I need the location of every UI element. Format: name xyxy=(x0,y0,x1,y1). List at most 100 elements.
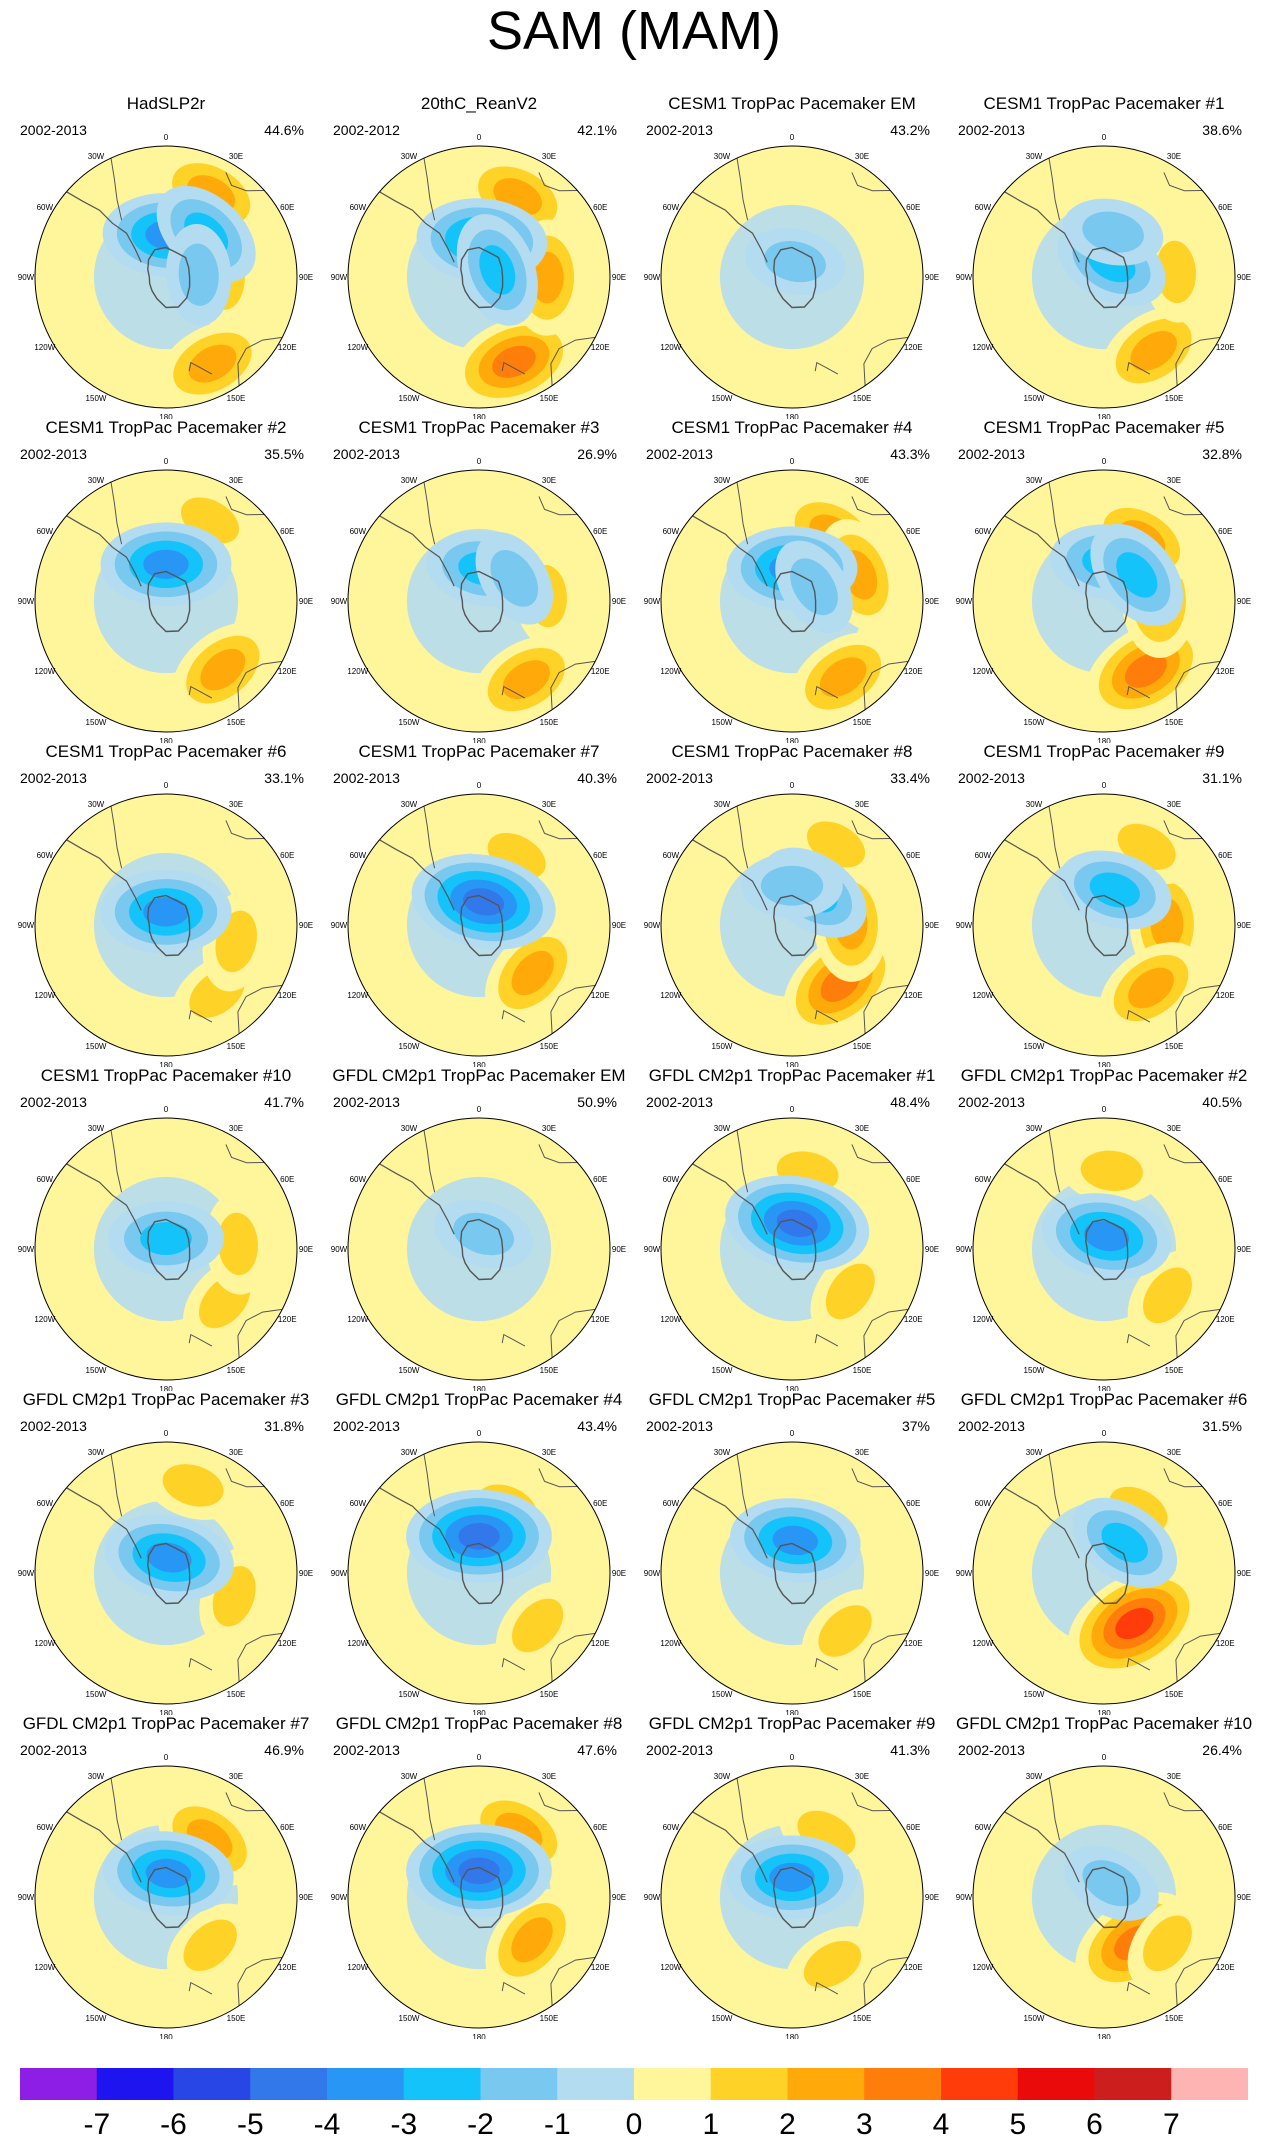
positive-anomaly-contour xyxy=(502,660,550,700)
longitude-label: 60W xyxy=(975,1823,992,1832)
longitude-label: 60W xyxy=(975,1175,992,1184)
longitude-label: 120E xyxy=(278,1315,297,1324)
longitude-label: 150E xyxy=(1165,1042,1184,1051)
longitude-label: 150E xyxy=(540,1690,559,1699)
longitude-label: 30W xyxy=(88,1448,105,1457)
new-zealand-coastline xyxy=(501,1657,526,1671)
new-zealand-coastline xyxy=(814,361,839,375)
longitude-label: 150E xyxy=(540,1366,559,1375)
longitude-label: 150E xyxy=(853,2014,872,2023)
panel-variance-percent: 43.3% xyxy=(890,446,930,462)
longitude-label: 60E xyxy=(1218,527,1232,536)
longitude-label: 60E xyxy=(280,527,294,536)
longitude-label: 60W xyxy=(37,1499,54,1508)
panel-title: GFDL CM2p1 TropPac Pacemaker #3 xyxy=(22,1390,310,1409)
longitude-label: 30E xyxy=(229,152,243,161)
colorbar-tick-label: 2 xyxy=(779,2108,796,2138)
australia-coastline xyxy=(1175,1308,1221,1358)
longitude-label: 30W xyxy=(88,1772,105,1781)
antarctica-coastline xyxy=(1085,1866,1129,1929)
map-panel: GFDL CM2p1 TropPac Pacemaker #10 2002-201… xyxy=(946,1714,1262,2039)
colorbar-swatch xyxy=(557,2068,635,2100)
longitude-label: 0 xyxy=(1102,457,1107,466)
longitude-label: 30E xyxy=(542,1448,556,1457)
africa-coastline xyxy=(851,820,891,840)
panel-variance-percent: 48.4% xyxy=(890,1094,930,1110)
colorbar-tick-label: 7 xyxy=(1163,2108,1180,2138)
antarctica-coastline xyxy=(773,894,817,957)
longitude-label: 60E xyxy=(1218,851,1232,860)
longitude-label: 120E xyxy=(1216,1639,1235,1648)
longitude-label: 0 xyxy=(477,457,482,466)
colorbar-tick-label: 6 xyxy=(1086,2108,1103,2138)
longitude-label: 90E xyxy=(612,921,626,930)
longitude-label: 30E xyxy=(1167,476,1181,485)
longitude-label: 150W xyxy=(86,1366,107,1375)
longitude-label: 120E xyxy=(278,991,297,1000)
longitude-label: 120E xyxy=(278,1963,297,1972)
map-panel: GFDL CM2p1 TropPac Pacemaker #1 2002-2013… xyxy=(634,1066,950,1391)
positive-anomaly-contour xyxy=(803,1940,862,1988)
longitude-label: 150W xyxy=(712,718,733,727)
longitude-label: 120E xyxy=(1216,1315,1235,1324)
longitude-label: 150E xyxy=(853,718,872,727)
south-america-coastline xyxy=(692,1487,768,1559)
longitude-label: 30E xyxy=(229,1448,243,1457)
longitude-label: 30W xyxy=(401,1124,418,1133)
longitude-label: 30W xyxy=(714,1772,731,1781)
map-panel: CESM1 TropPac Pacemaker #3 2002-2013 26.9%… xyxy=(321,418,637,743)
africa-coastline xyxy=(1163,820,1203,840)
colorbar-swatch xyxy=(20,2068,98,2100)
longitude-label: 180 xyxy=(1097,1709,1111,1715)
africa-coastline xyxy=(1163,496,1203,516)
longitude-label: 90W xyxy=(644,597,661,606)
longitude-label: 120E xyxy=(591,1639,610,1648)
positive-anomaly-contour xyxy=(492,345,536,378)
panel-variance-percent: 33.4% xyxy=(890,770,930,786)
new-zealand-coastline xyxy=(188,1009,213,1023)
longitude-label: 90W xyxy=(18,597,35,606)
south-america-coastline xyxy=(423,1778,436,1841)
antarctica-coastline xyxy=(460,1542,504,1605)
panel-period: 2002-2013 xyxy=(20,1742,87,1758)
longitude-label: 90E xyxy=(299,597,313,606)
panel-period: 2002-2013 xyxy=(333,1094,400,1110)
longitude-label: 150W xyxy=(399,1690,420,1699)
longitude-label: 0 xyxy=(790,1105,795,1114)
longitude-label: 120W xyxy=(347,667,368,676)
polar-map: 0 30E 60E 90E 120E 150E 180 150W 120W 90W 60W 30W xyxy=(331,457,626,743)
longitude-label: 120E xyxy=(278,1639,297,1648)
longitude-label: 0 xyxy=(477,1753,482,1762)
negative-anomaly-contour xyxy=(1084,1221,1130,1252)
positive-anomaly-contour xyxy=(200,648,246,691)
longitude-label: 30W xyxy=(1026,1124,1043,1133)
south-america-coastline xyxy=(1004,515,1080,587)
map-panel: HadSLP2r 2002-2013 44.6% 0 30E 60E 90E 120E 150E… xyxy=(8,94,324,419)
panel-period: 2002-2013 xyxy=(646,770,713,786)
panel-period: 2002-2013 xyxy=(958,1094,1025,1110)
australia-coastline xyxy=(237,1956,283,2006)
colorbar-swatch xyxy=(634,2068,712,2100)
longitude-label: 180 xyxy=(472,1709,486,1715)
panel-variance-percent: 26.9% xyxy=(577,446,617,462)
longitude-label: 90W xyxy=(18,1893,35,1902)
longitude-label: 180 xyxy=(785,737,799,743)
africa-coastline xyxy=(851,496,891,516)
africa-coastline xyxy=(538,172,578,192)
longitude-label: 150E xyxy=(1165,718,1184,727)
antarctica-coastline xyxy=(147,894,191,957)
longitude-label: 90W xyxy=(644,273,661,282)
longitude-label: 90W xyxy=(956,1245,973,1254)
panel-title: 20thC_ReanV2 xyxy=(420,94,538,113)
longitude-label: 90E xyxy=(925,921,939,930)
new-zealand-coastline xyxy=(1126,1009,1151,1023)
polar-map: 0 30E 60E 90E 120E 150E 180 150W 120W 90W 60W 30W xyxy=(644,1429,939,1715)
negative-anomaly-contour xyxy=(145,1858,192,1889)
longitude-label: 120E xyxy=(904,667,923,676)
colorbar-tick-label: 3 xyxy=(856,2108,873,2138)
new-zealand-coastline xyxy=(1126,1657,1151,1671)
longitude-label: 180 xyxy=(785,2033,799,2039)
longitude-label: 30W xyxy=(714,476,731,485)
longitude-label: 60W xyxy=(663,527,680,536)
longitude-label: 0 xyxy=(164,781,169,790)
